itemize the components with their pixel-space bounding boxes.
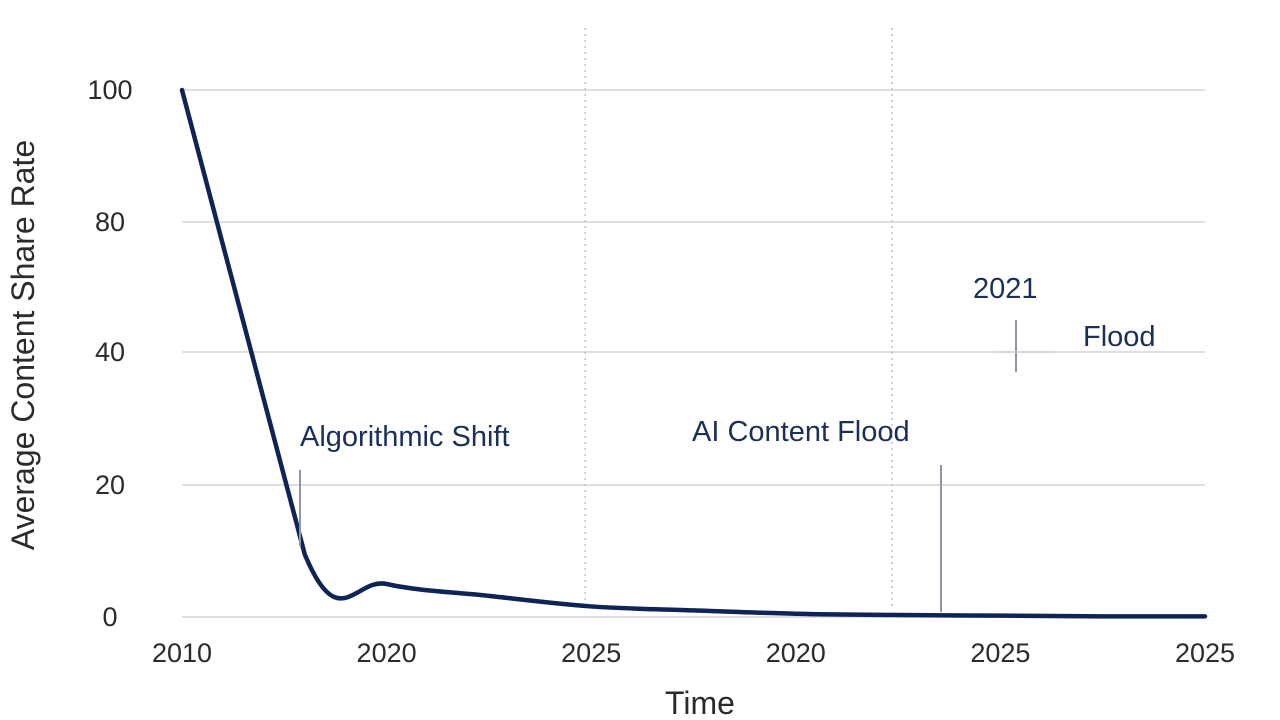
grid-lines	[182, 89, 1205, 618]
x-tick-label: 2025	[561, 638, 621, 668]
y-axis-title: Average Content Share Rate	[5, 140, 41, 550]
y-tick-label: 40	[95, 337, 125, 367]
y-tick-labels: 0 20 40 80 100	[87, 75, 132, 632]
y-tick-label: 0	[102, 602, 117, 632]
reference-lines	[584, 28, 893, 610]
series-line	[179, 87, 1208, 619]
x-axis-title: Time	[665, 685, 735, 720]
annotations: Algorithmic Shift AI Content Flood 2021 Flo…	[299, 273, 1156, 612]
y-tick-label: 80	[95, 207, 125, 237]
annotation-label: Algorithmic Shift	[300, 421, 510, 453]
x-tick-label: 2025	[970, 638, 1030, 668]
x-tick-labels: 2010 2020 2025 2020 2025 2025	[152, 638, 1235, 668]
x-tick-label: 2010	[152, 638, 212, 668]
annotation-label: Flood	[1083, 321, 1156, 353]
y-tick-label: 100	[87, 75, 132, 105]
x-tick-label: 2020	[357, 638, 417, 668]
x-tick-label: 2020	[766, 638, 826, 668]
annotation-label: AI Content Flood	[692, 416, 910, 448]
y-tick-label: 20	[95, 470, 125, 500]
x-tick-label: 2025	[1175, 638, 1235, 668]
annotation-label: 2021	[973, 273, 1038, 305]
